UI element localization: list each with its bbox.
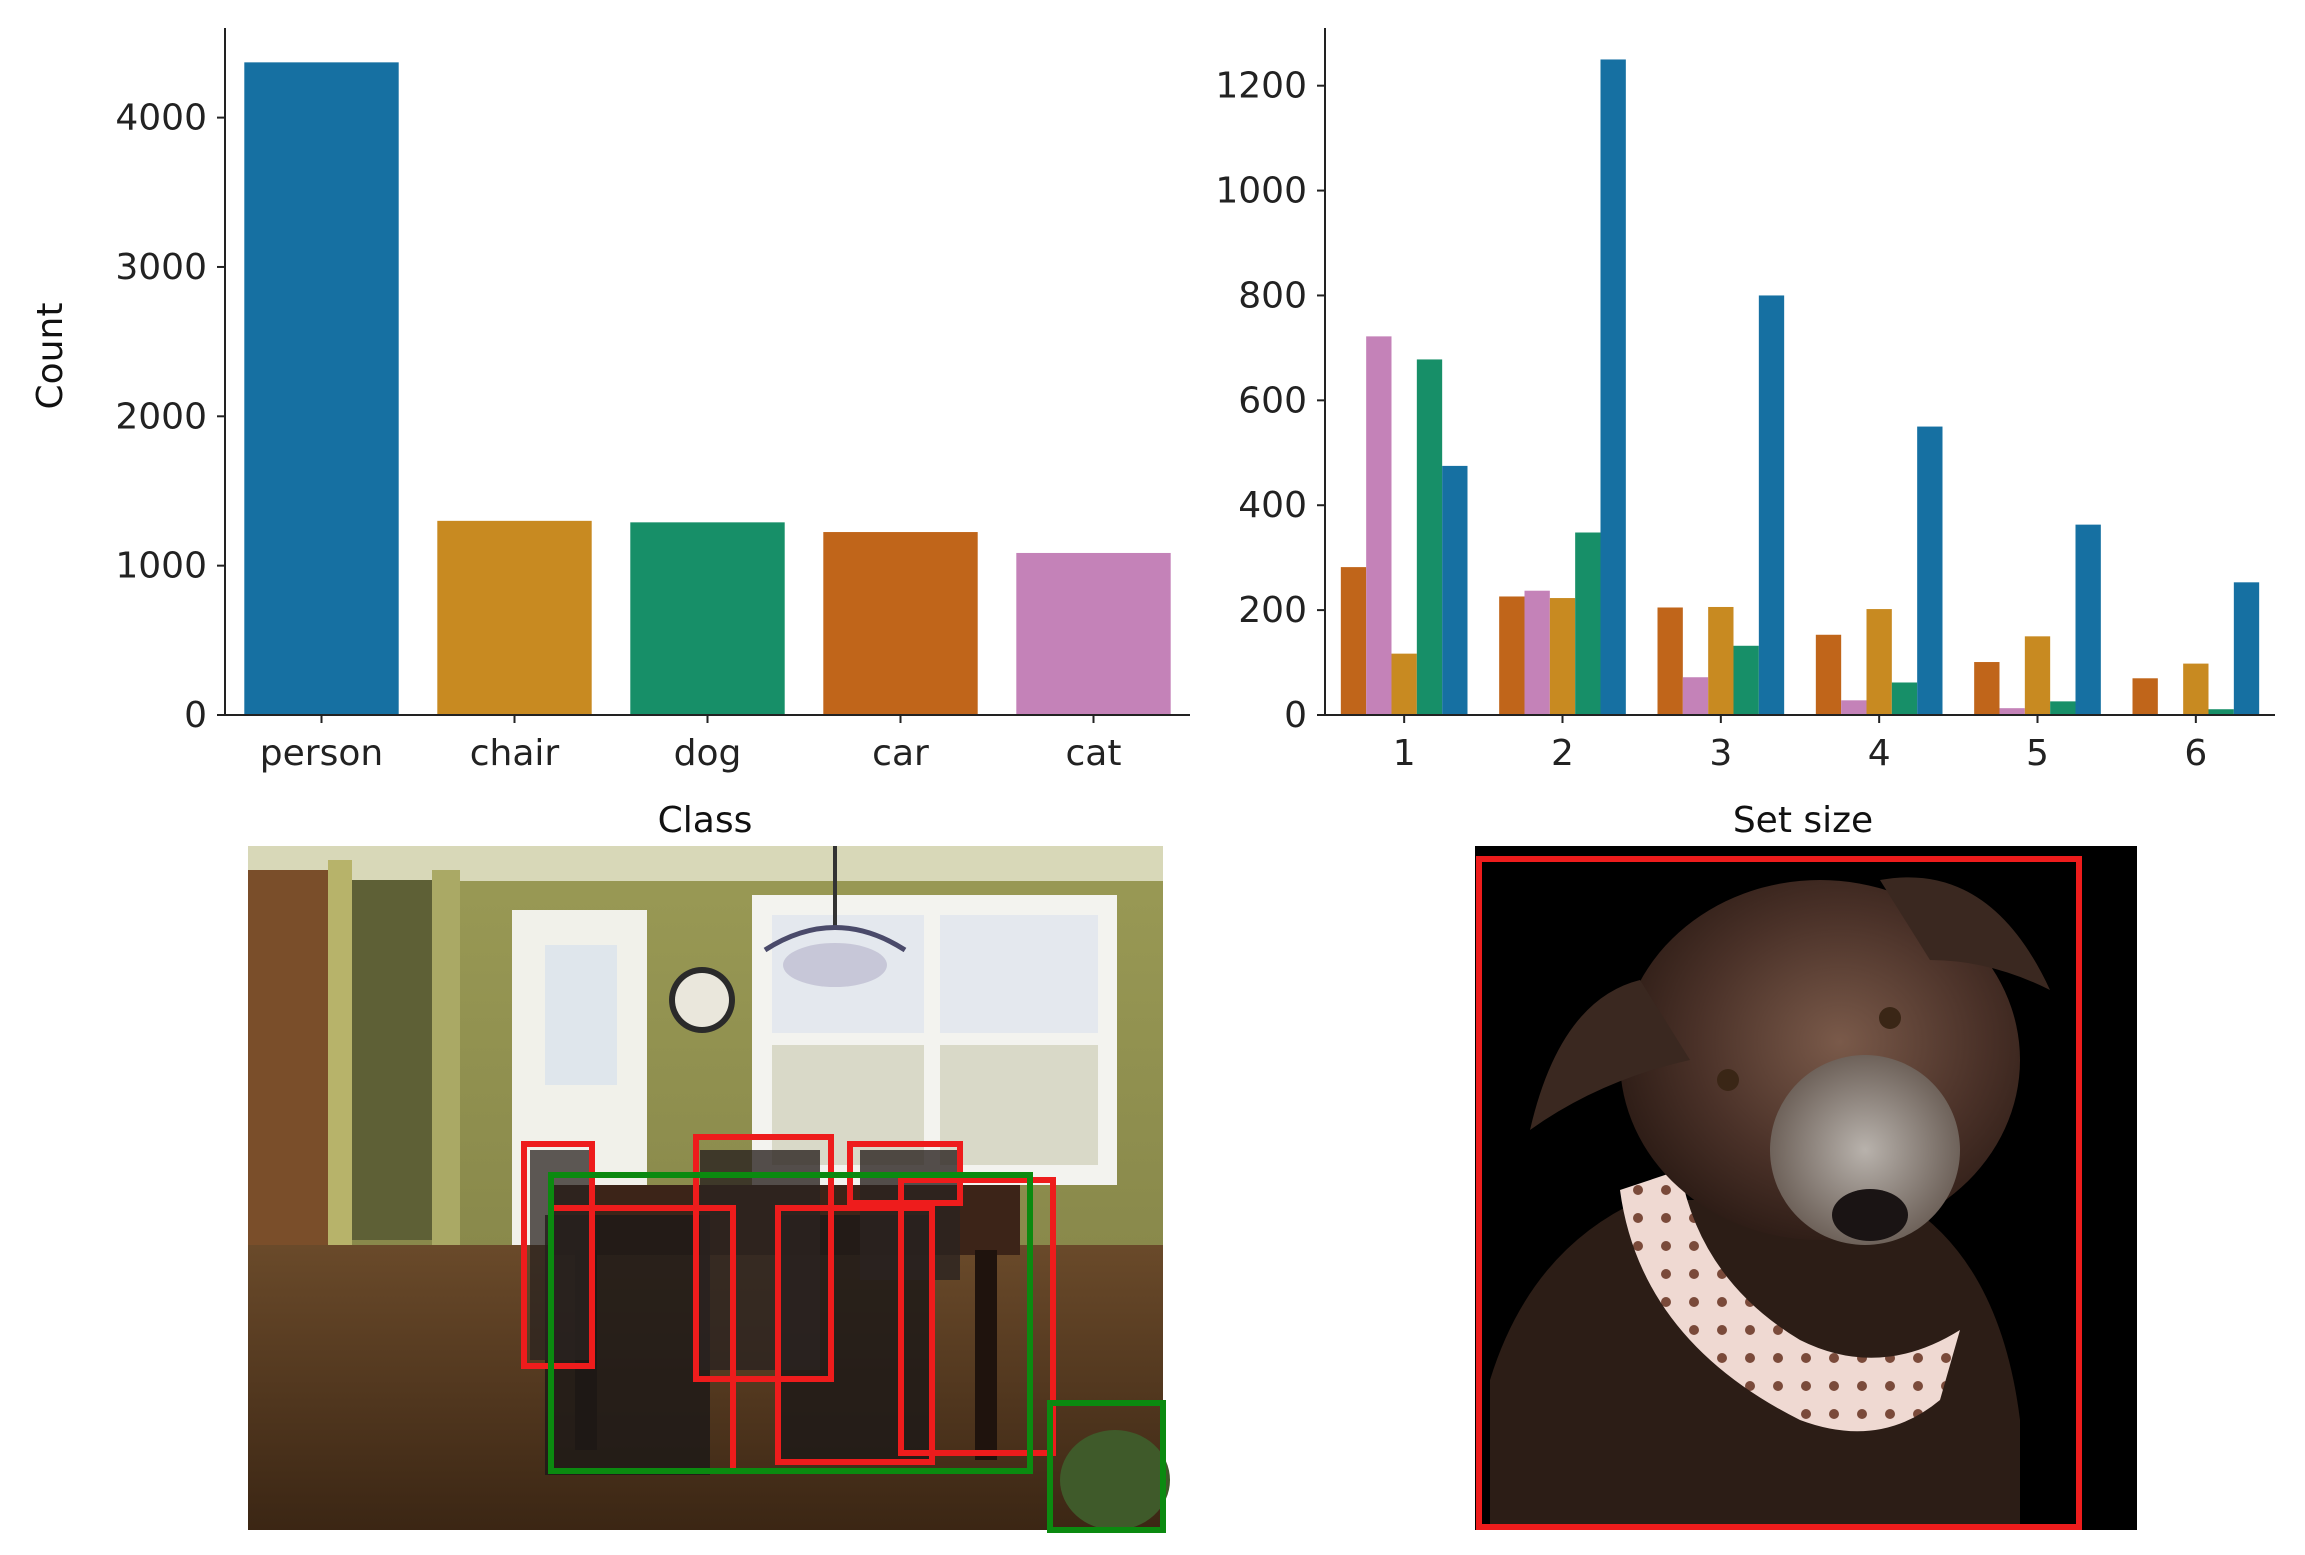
x-tick-label: car: [872, 733, 929, 774]
x-axis-label: Set size: [1733, 800, 1873, 841]
bar-size-5-s3: [2024, 636, 2051, 715]
bar-chair: [437, 520, 592, 715]
dog-box: [1476, 856, 2082, 1530]
y-tick-label: 1000: [115, 546, 207, 587]
bar-person: [244, 62, 399, 716]
x-tick-label: dog: [674, 733, 742, 774]
y-tick-label: 800: [1238, 275, 1307, 316]
y-tick-label: 400: [1238, 485, 1307, 526]
x-tick-label: cat: [1066, 733, 1122, 774]
bar-size-3-s5: [1758, 295, 1785, 715]
bar-size-2-s3: [1549, 598, 1576, 715]
bar-size-4-s5: [1917, 426, 1943, 715]
bar-size-1-s2: [1366, 336, 1392, 715]
bar-size-5-s4: [2050, 701, 2076, 715]
bar-size-5-s2: [1999, 708, 2025, 715]
chair-box: [521, 1141, 595, 1369]
chair-box: [693, 1134, 834, 1382]
bar-size-2-s1: [1499, 596, 1525, 715]
bar-size-2-s5: [1600, 59, 1626, 716]
bar-size-4-s4: [1891, 682, 1918, 715]
set-size-chart: 1 2 3 4 5 6 0 200 400 600 800 1000 1200 Set size: [1215, 28, 2275, 841]
bar-size-4-s2: [1841, 700, 1867, 715]
set-size-axes: 1 2 3 4 5 6 0 200 400 600 800 1000 1200: [1215, 28, 2275, 774]
bar-size-1-s3: [1391, 653, 1417, 715]
table-box: [548, 1172, 1033, 1474]
bar-size-1-s1: [1340, 567, 1367, 715]
x-tick-label: 4: [1868, 733, 1891, 774]
bar-size-4-s3: [1866, 609, 1892, 715]
bar-cat: [1016, 552, 1171, 715]
chair-box: [898, 1177, 1056, 1456]
x-tick-label: 5: [2026, 733, 2049, 774]
y-tick-label: 2000: [115, 396, 207, 437]
x-tick-label: 2: [1551, 733, 1574, 774]
x-axis-label: Class: [658, 800, 753, 841]
class-count-chart: person chair dog car cat 0 1000 2000 3000 4000 Co…: [30, 28, 1190, 841]
bar-size-5-s5: [2075, 524, 2101, 715]
y-tick-label: 3000: [115, 247, 207, 288]
y-tick-label: 4000: [115, 98, 207, 139]
class-bars: [244, 62, 1171, 716]
x-tick-label: 6: [2184, 733, 2207, 774]
x-tick-label: 3: [1709, 733, 1732, 774]
y-tick-label: 0: [184, 695, 207, 736]
bar-size-6-s1: [2132, 678, 2158, 715]
bar-size-2-s2: [1524, 590, 1550, 715]
y-tick-label: 1200: [1215, 66, 1307, 107]
bar-size-5-s1: [1974, 662, 2000, 715]
bar-size-6-s3: [2183, 663, 2209, 715]
bar-dog: [630, 522, 785, 715]
bar-size-3-s4: [1733, 645, 1759, 715]
class-axes: person chair dog car cat 0 1000 2000 3000 4000: [115, 28, 1190, 774]
bar-size-2-s4: [1575, 532, 1601, 715]
bar-size-1-s4: [1416, 359, 1443, 715]
x-tick-label: person: [260, 733, 383, 774]
dog-photo: [1475, 846, 2137, 1530]
bar-size-1-s5: [1442, 465, 1468, 715]
y-tick-label: 1000: [1215, 171, 1307, 212]
set-size-bars: [1340, 59, 2260, 716]
y-tick-label: 0: [1284, 695, 1307, 736]
plant-box: [1047, 1400, 1166, 1533]
bar-size-3-s3: [1708, 606, 1734, 715]
x-tick-label: 1: [1393, 733, 1416, 774]
y-tick-label: 200: [1238, 590, 1307, 631]
bar-size-3-s1: [1657, 607, 1683, 715]
chair-box: [775, 1205, 935, 1465]
x-tick-label: chair: [470, 733, 560, 774]
bar-size-4-s1: [1815, 634, 1842, 715]
table-plant-boxes: [548, 1172, 1166, 1533]
bar-size-6-s4: [2208, 709, 2234, 715]
bar-size-3-s2: [1682, 677, 1709, 715]
y-tick-label: 600: [1238, 380, 1307, 421]
bar-car: [823, 532, 978, 715]
y-axis-label: Count: [30, 303, 71, 410]
bar-size-6-s5: [2233, 582, 2260, 715]
dining-room-photo: [248, 846, 1170, 1533]
